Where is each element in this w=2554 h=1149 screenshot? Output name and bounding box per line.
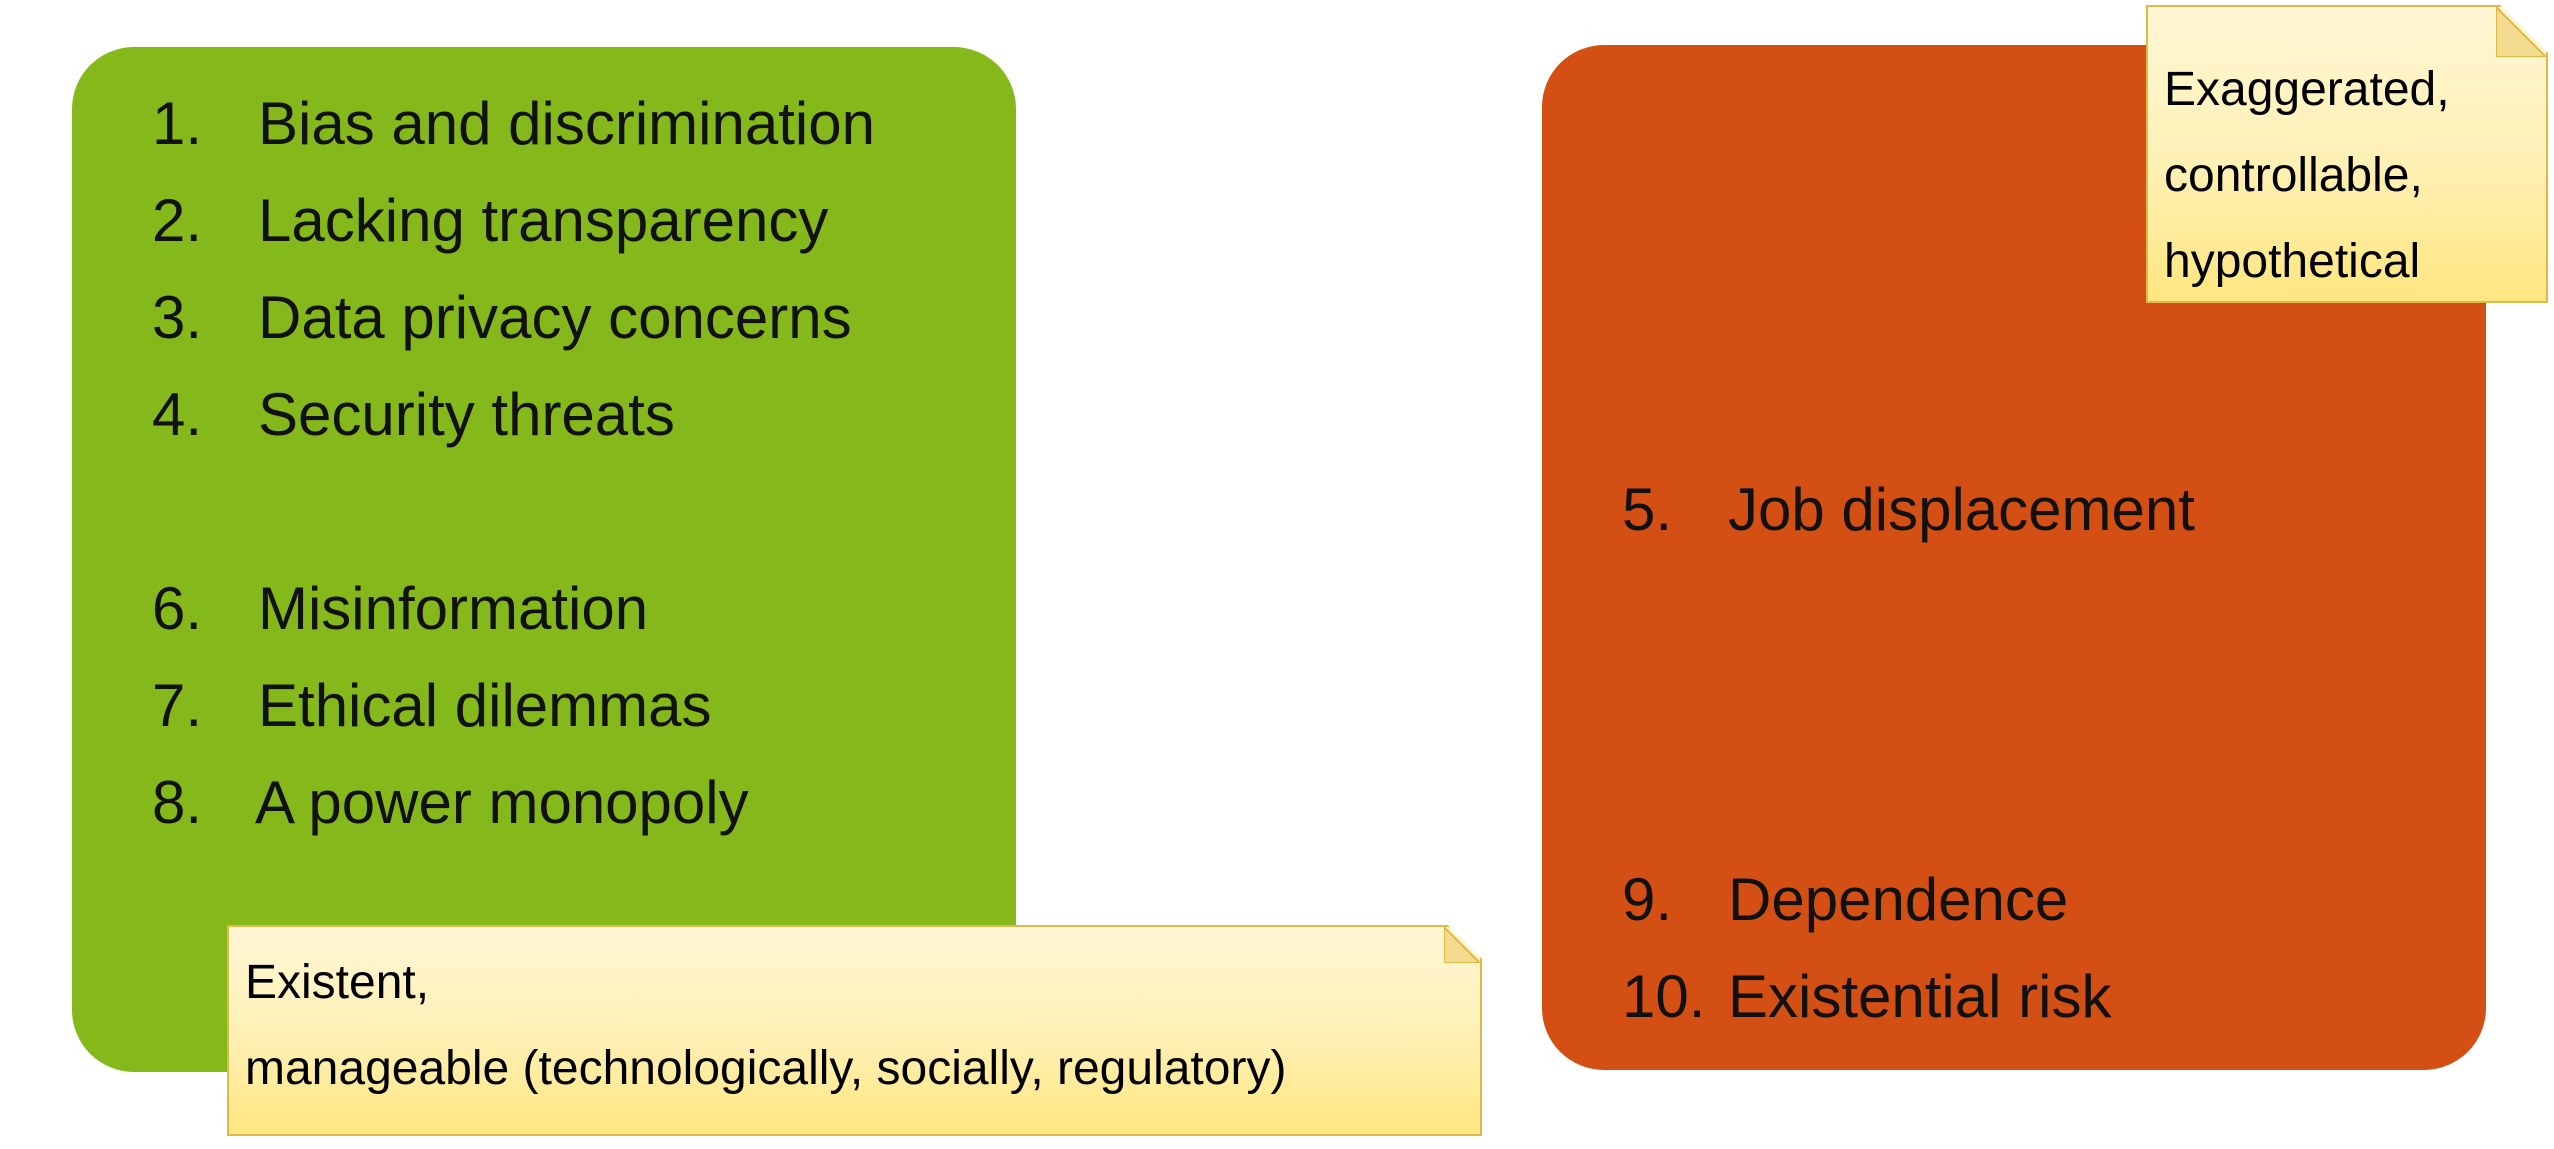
risk-label: A power monopoly	[255, 769, 749, 836]
risk-label: Existential risk	[1728, 963, 2112, 1030]
risk-label: Ethical dilemmas	[258, 672, 712, 739]
risk-number: 4.	[152, 381, 203, 448]
note-line: hypothetical	[2164, 235, 2421, 288]
hypothetical-note: Exaggerated, controllable, hypothetical	[2146, 5, 2548, 303]
risk-label: Misinformation	[258, 575, 649, 642]
risk-number: 7.	[152, 672, 203, 739]
note-line: Exaggerated,	[2164, 63, 2450, 116]
risk-label: Security threats	[258, 381, 675, 448]
note-line: manageable (technologically, socially, r…	[245, 1042, 1287, 1095]
risk-label: Bias and discrimination	[258, 90, 875, 157]
manageable-note: Existent, manageable (technologically, s…	[227, 925, 1482, 1136]
note-fold-icon	[2496, 7, 2546, 57]
risk-number: 1.	[152, 90, 203, 157]
risk-label: Lacking transparency	[258, 187, 829, 254]
risk-number: 6.	[152, 575, 203, 642]
risk-number: 8.	[152, 769, 203, 836]
risk-number: 9.	[1622, 866, 1673, 933]
risk-label: Dependence	[1728, 866, 2069, 933]
note-fold-icon	[1444, 927, 1480, 963]
manageable-risks-box	[72, 47, 1016, 1072]
risk-label: Data privacy concerns	[258, 284, 852, 351]
risk-number: 3.	[152, 284, 203, 351]
note-line: Existent,	[245, 956, 430, 1009]
risk-number: 10.	[1622, 963, 1706, 1030]
risk-number: 2.	[152, 187, 203, 254]
risk-label: Job displacement	[1728, 476, 2195, 543]
risk-number: 5.	[1622, 476, 1673, 543]
note-line: controllable,	[2164, 149, 2423, 202]
